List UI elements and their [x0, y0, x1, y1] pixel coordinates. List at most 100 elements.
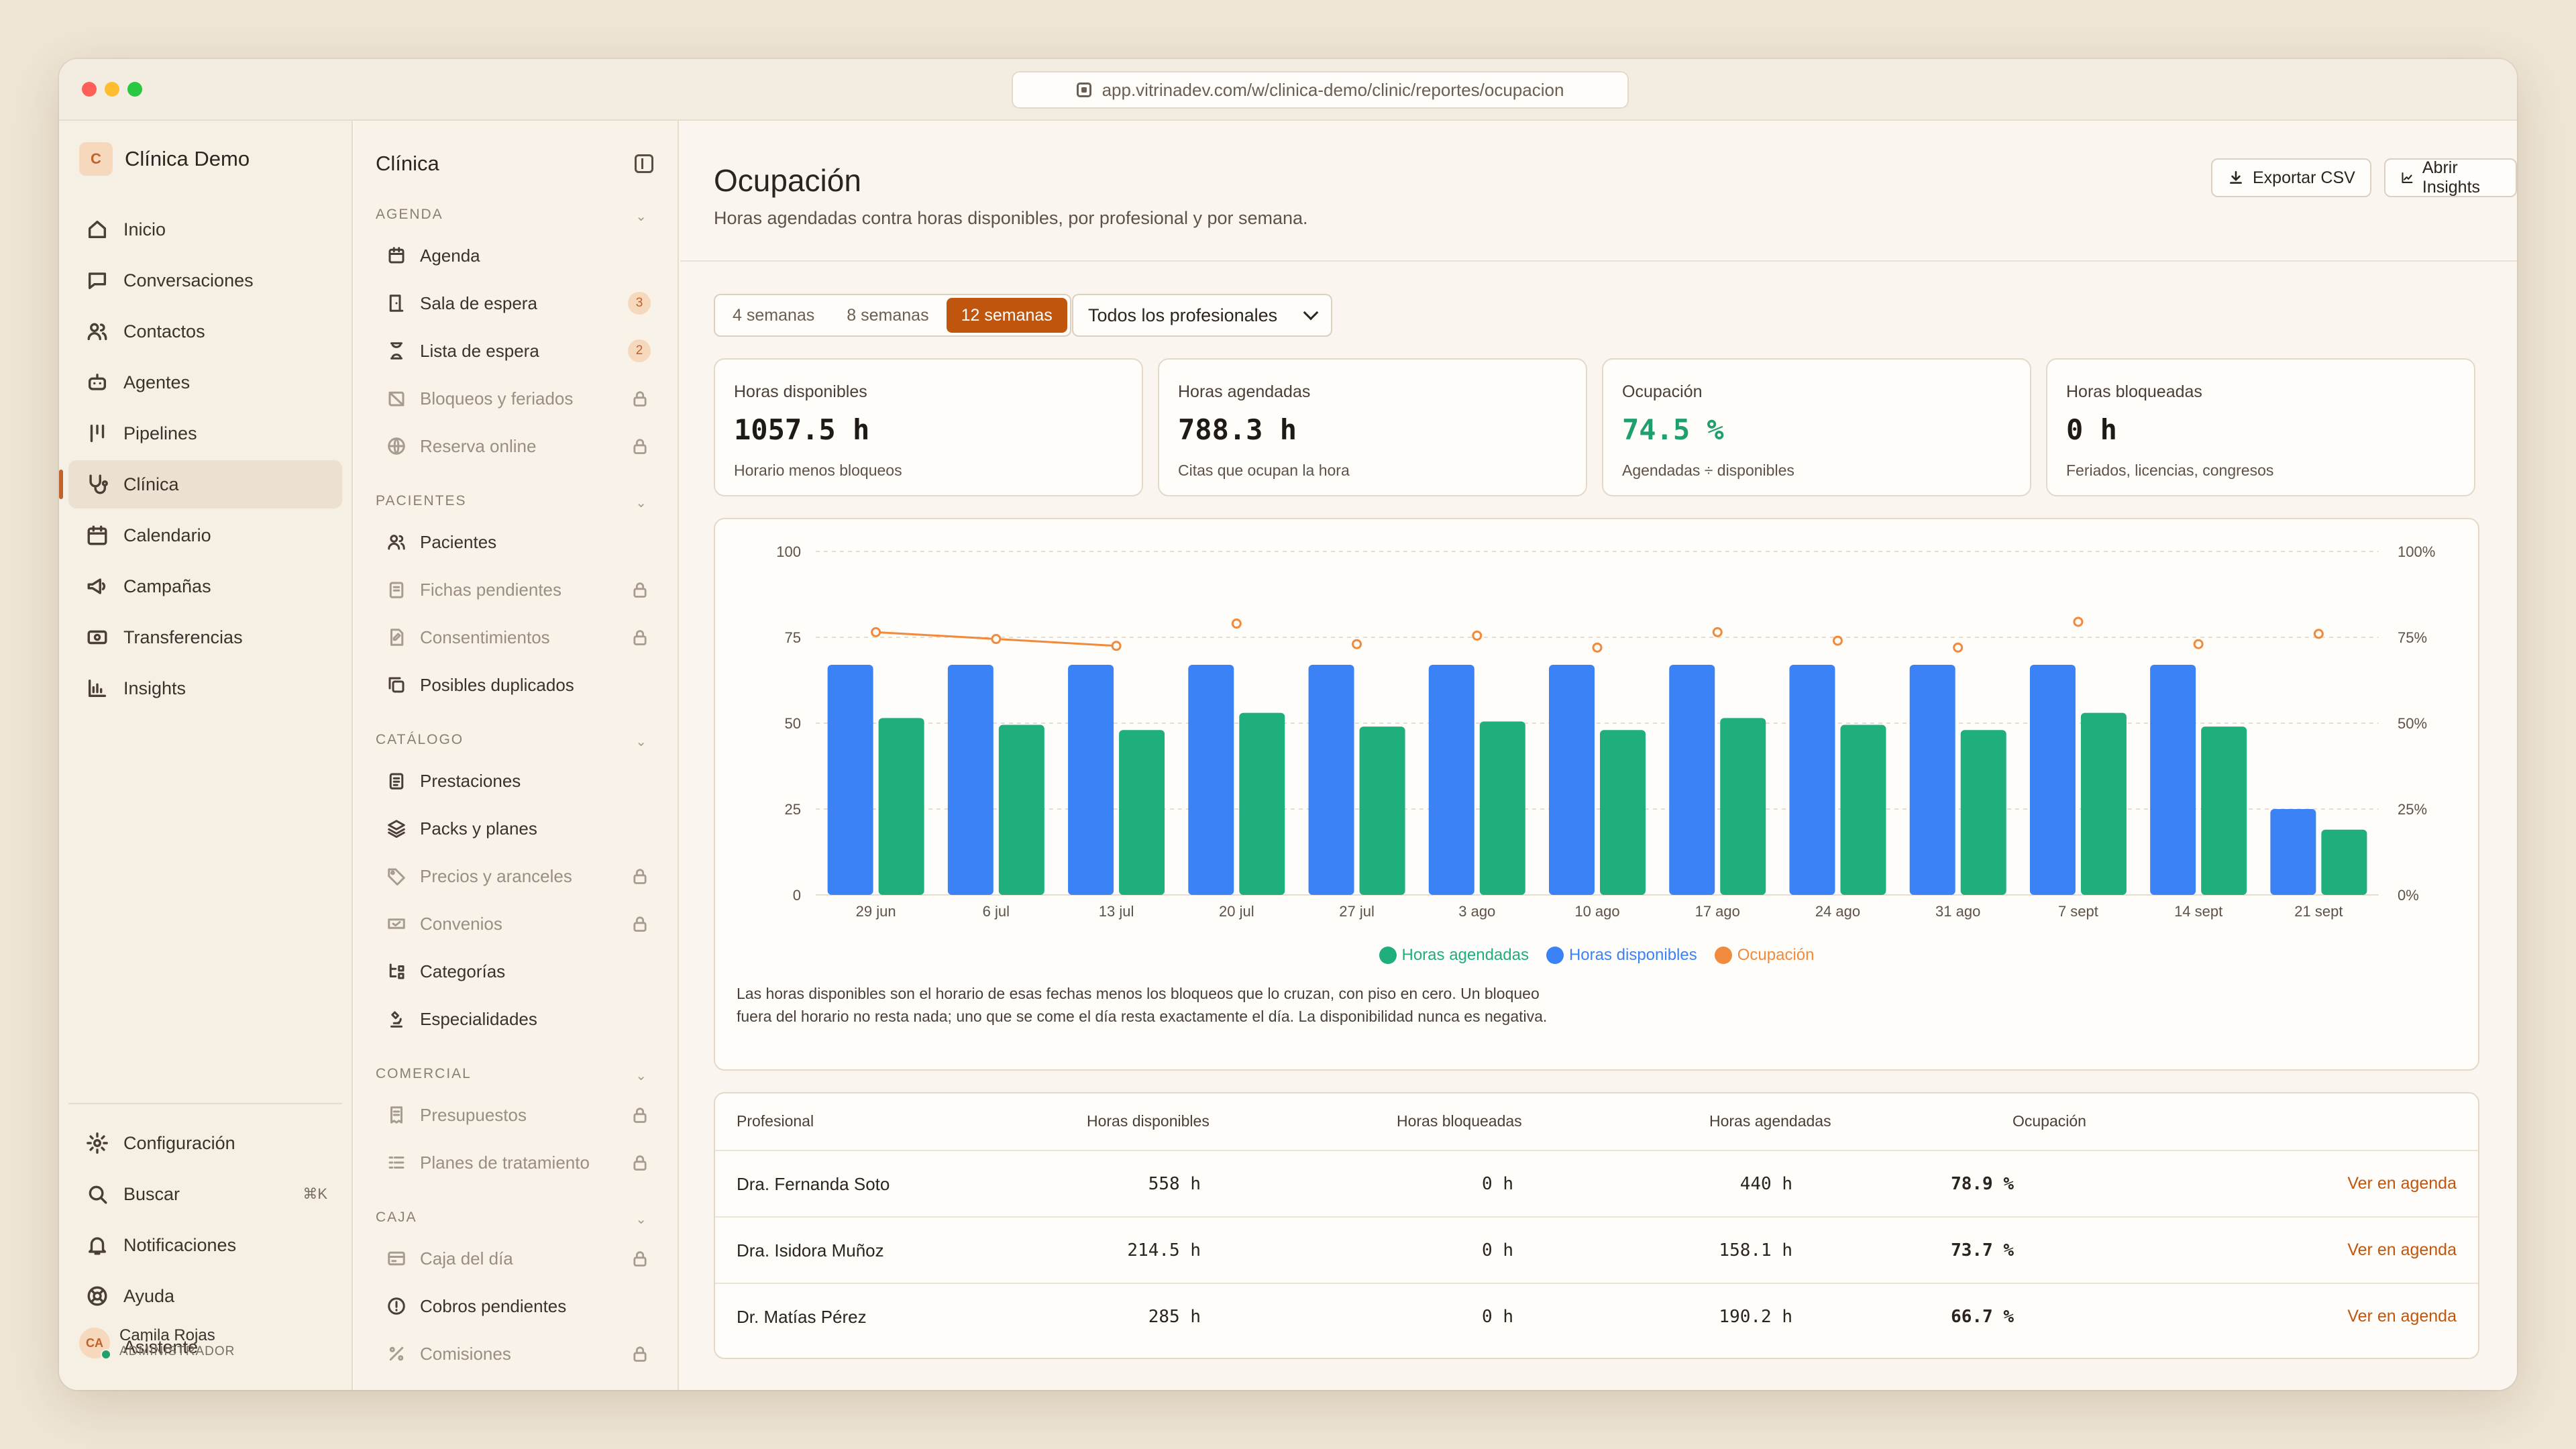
nav-item-calendar[interactable]: Calendario [68, 511, 342, 559]
clinic-sidebar-title: Clínica [376, 152, 439, 175]
bar-disponibles [2029, 664, 2076, 895]
kpi-value: 0 h [2066, 413, 2117, 446]
nav-item-pipeline[interactable]: Pipelines [68, 409, 342, 458]
line-chart-icon [2402, 172, 2413, 184]
subnav-item-label: Cobros pendientes [420, 1295, 567, 1316]
view-in-agenda-link[interactable]: Ver en agenda [2347, 1174, 2457, 1193]
subnav-item[interactable]: Posibles duplicados [370, 663, 665, 707]
legend-item-ocupacion[interactable]: Ocupación [1714, 946, 1815, 965]
nav-item-label: Configuración [123, 1132, 235, 1153]
maximize-window-button[interactable] [127, 82, 142, 97]
subnav-item[interactable]: Precios y aranceles [370, 854, 665, 898]
bar-agendadas [1479, 721, 1525, 895]
legend-item-disponibles[interactable]: Horas disponibles [1546, 946, 1697, 965]
range-12-weeks[interactable]: 12 semanas [946, 298, 1067, 333]
occupancy-cell: 66.7 % [1951, 1307, 2014, 1327]
subnav-item[interactable]: Caja del día [370, 1236, 665, 1281]
booked-hours-cell: 440 h [1739, 1174, 1792, 1194]
subnav-item[interactable]: Bloqueos y feriados [370, 376, 665, 421]
subnav-item[interactable]: Convenios [370, 902, 665, 946]
subnav-item[interactable]: Presupuestos [370, 1093, 665, 1137]
subnav-item[interactable]: Agenda [370, 233, 665, 278]
kpi-label: Horas disponibles [734, 382, 867, 401]
blocked-hours-cell: 0 h [1482, 1240, 1513, 1260]
available-hours-cell: 558 h [1148, 1174, 1201, 1194]
subnav-item[interactable]: Pacientes [370, 520, 665, 564]
bar-disponibles [1909, 664, 1955, 895]
open-insights-button[interactable]: Abrir Insights [2384, 158, 2517, 197]
y-tick-label: 75 [785, 629, 801, 646]
section-header-pacientes[interactable]: PACIENTES ⌄ [376, 493, 657, 511]
globe-icon [385, 435, 408, 458]
section-header-comercial[interactable]: COMERCIAL ⌄ [376, 1066, 657, 1083]
view-in-agenda-link[interactable]: Ver en agenda [2347, 1307, 2457, 1326]
subnav-item[interactable]: Consentimientos [370, 615, 665, 659]
occupancy-point [1472, 630, 1483, 641]
bar-agendadas [2201, 727, 2247, 895]
layers-icon [385, 817, 408, 840]
nav-item-users[interactable]: Contactos [68, 307, 342, 356]
section-header-catálogo[interactable]: CATÁLOGO ⌄ [376, 732, 657, 749]
subnav-item[interactable]: Sala de espera 3 [370, 281, 665, 325]
y2-tick-label: 0% [2398, 887, 2419, 904]
range-4-weeks[interactable]: 4 semanas [733, 305, 815, 325]
subnav-item[interactable]: Fichas pendientes [370, 568, 665, 612]
browser-titlebar: app.vitrinadev.com/w/clinica-demo/clinic… [59, 59, 2517, 121]
nav-item-label: Conversaciones [123, 270, 254, 290]
nav-item-megaphone[interactable]: Campañas [68, 562, 342, 610]
lock-icon [631, 914, 649, 933]
section-header-agenda[interactable]: AGENDA ⌄ [376, 207, 657, 224]
section-header-caja[interactable]: CAJA ⌄ [376, 1210, 657, 1227]
nav-item-chat[interactable]: Conversaciones [68, 256, 342, 305]
nav-item-transfer[interactable]: Transferencias [68, 613, 342, 661]
range-8-weeks[interactable]: 8 semanas [847, 305, 929, 325]
nav-item-home[interactable]: Inicio [68, 205, 342, 254]
bar-agendadas [2321, 829, 2367, 895]
y-tick-label: 0 [793, 887, 801, 904]
clinic-sidebar: Clínica AGENDA ⌄ Agenda Sala de espera 3 List… [354, 121, 679, 1390]
nav-item-label: Campañas [123, 576, 211, 596]
view-in-agenda-link[interactable]: Ver en agenda [2347, 1240, 2457, 1259]
cash-icon [385, 1247, 408, 1270]
professional-select[interactable]: Todos los profesionales [1072, 294, 1332, 337]
user-profile[interactable]: CA Camila Rojas ADMINISTRADOR [79, 1326, 235, 1360]
user-name: Camila Rojas [119, 1326, 215, 1344]
close-window-button[interactable] [82, 82, 97, 97]
subnav-item[interactable]: Categorías [370, 949, 665, 994]
minimize-window-button[interactable] [105, 82, 119, 97]
nav-item-search[interactable]: Buscar ⌘K [68, 1170, 342, 1218]
nav-item-gear[interactable]: Configuración [68, 1119, 342, 1167]
lock-icon [631, 1344, 649, 1363]
bar-agendadas [1960, 730, 2006, 895]
subnav-item[interactable]: Planes de tratamiento [370, 1140, 665, 1185]
occupancy-cell: 78.9 % [1951, 1174, 2014, 1194]
subnav-item[interactable]: Lista de espera 2 [370, 329, 665, 373]
user-role: ADMINISTRADOR [119, 1344, 235, 1358]
subnav-item-label: Planes de tratamiento [420, 1152, 590, 1173]
subnav-item[interactable]: Prestaciones [370, 759, 665, 803]
subnav-item-label: Presupuestos [420, 1104, 527, 1125]
app-window: app.vitrinadev.com/w/clinica-demo/clinic… [59, 59, 2517, 1390]
subnav-item[interactable]: Packs y planes [370, 806, 665, 851]
collapse-sidebar-icon[interactable] [635, 154, 653, 173]
subnav-item-label: Reserva online [420, 435, 537, 456]
nav-item-stethoscope[interactable]: Clínica [59, 460, 342, 508]
org-switcher[interactable]: C Clínica Demo [79, 142, 250, 176]
nav-item-label: Inicio [123, 219, 166, 239]
nav-item-bar-chart[interactable]: Insights [68, 664, 342, 712]
subnav-item[interactable]: Reserva online [370, 424, 665, 468]
subnav-item[interactable]: Comisiones [370, 1332, 665, 1376]
x-tick-label: 24 ago [1815, 903, 1860, 920]
x-tick-label: 17 ago [1695, 903, 1740, 920]
url-bar[interactable]: app.vitrinadev.com/w/clinica-demo/clinic… [1012, 71, 1629, 109]
nav-item-help[interactable]: Ayuda [68, 1272, 342, 1320]
subnav-item[interactable]: Especialidades [370, 997, 665, 1041]
nav-item-bell[interactable]: Notificaciones [68, 1221, 342, 1269]
legend-item-agendadas[interactable]: Horas agendadas [1379, 946, 1529, 965]
nav-item-bot[interactable]: Agentes [68, 358, 342, 407]
export-csv-button[interactable]: Exportar CSV [2211, 158, 2371, 197]
subnav-item[interactable]: Cobros pendientes [370, 1284, 665, 1328]
y2-tick-label: 100% [2398, 543, 2435, 560]
kpi-value: 1057.5 h [734, 413, 870, 446]
bar-disponibles [1549, 664, 1595, 895]
